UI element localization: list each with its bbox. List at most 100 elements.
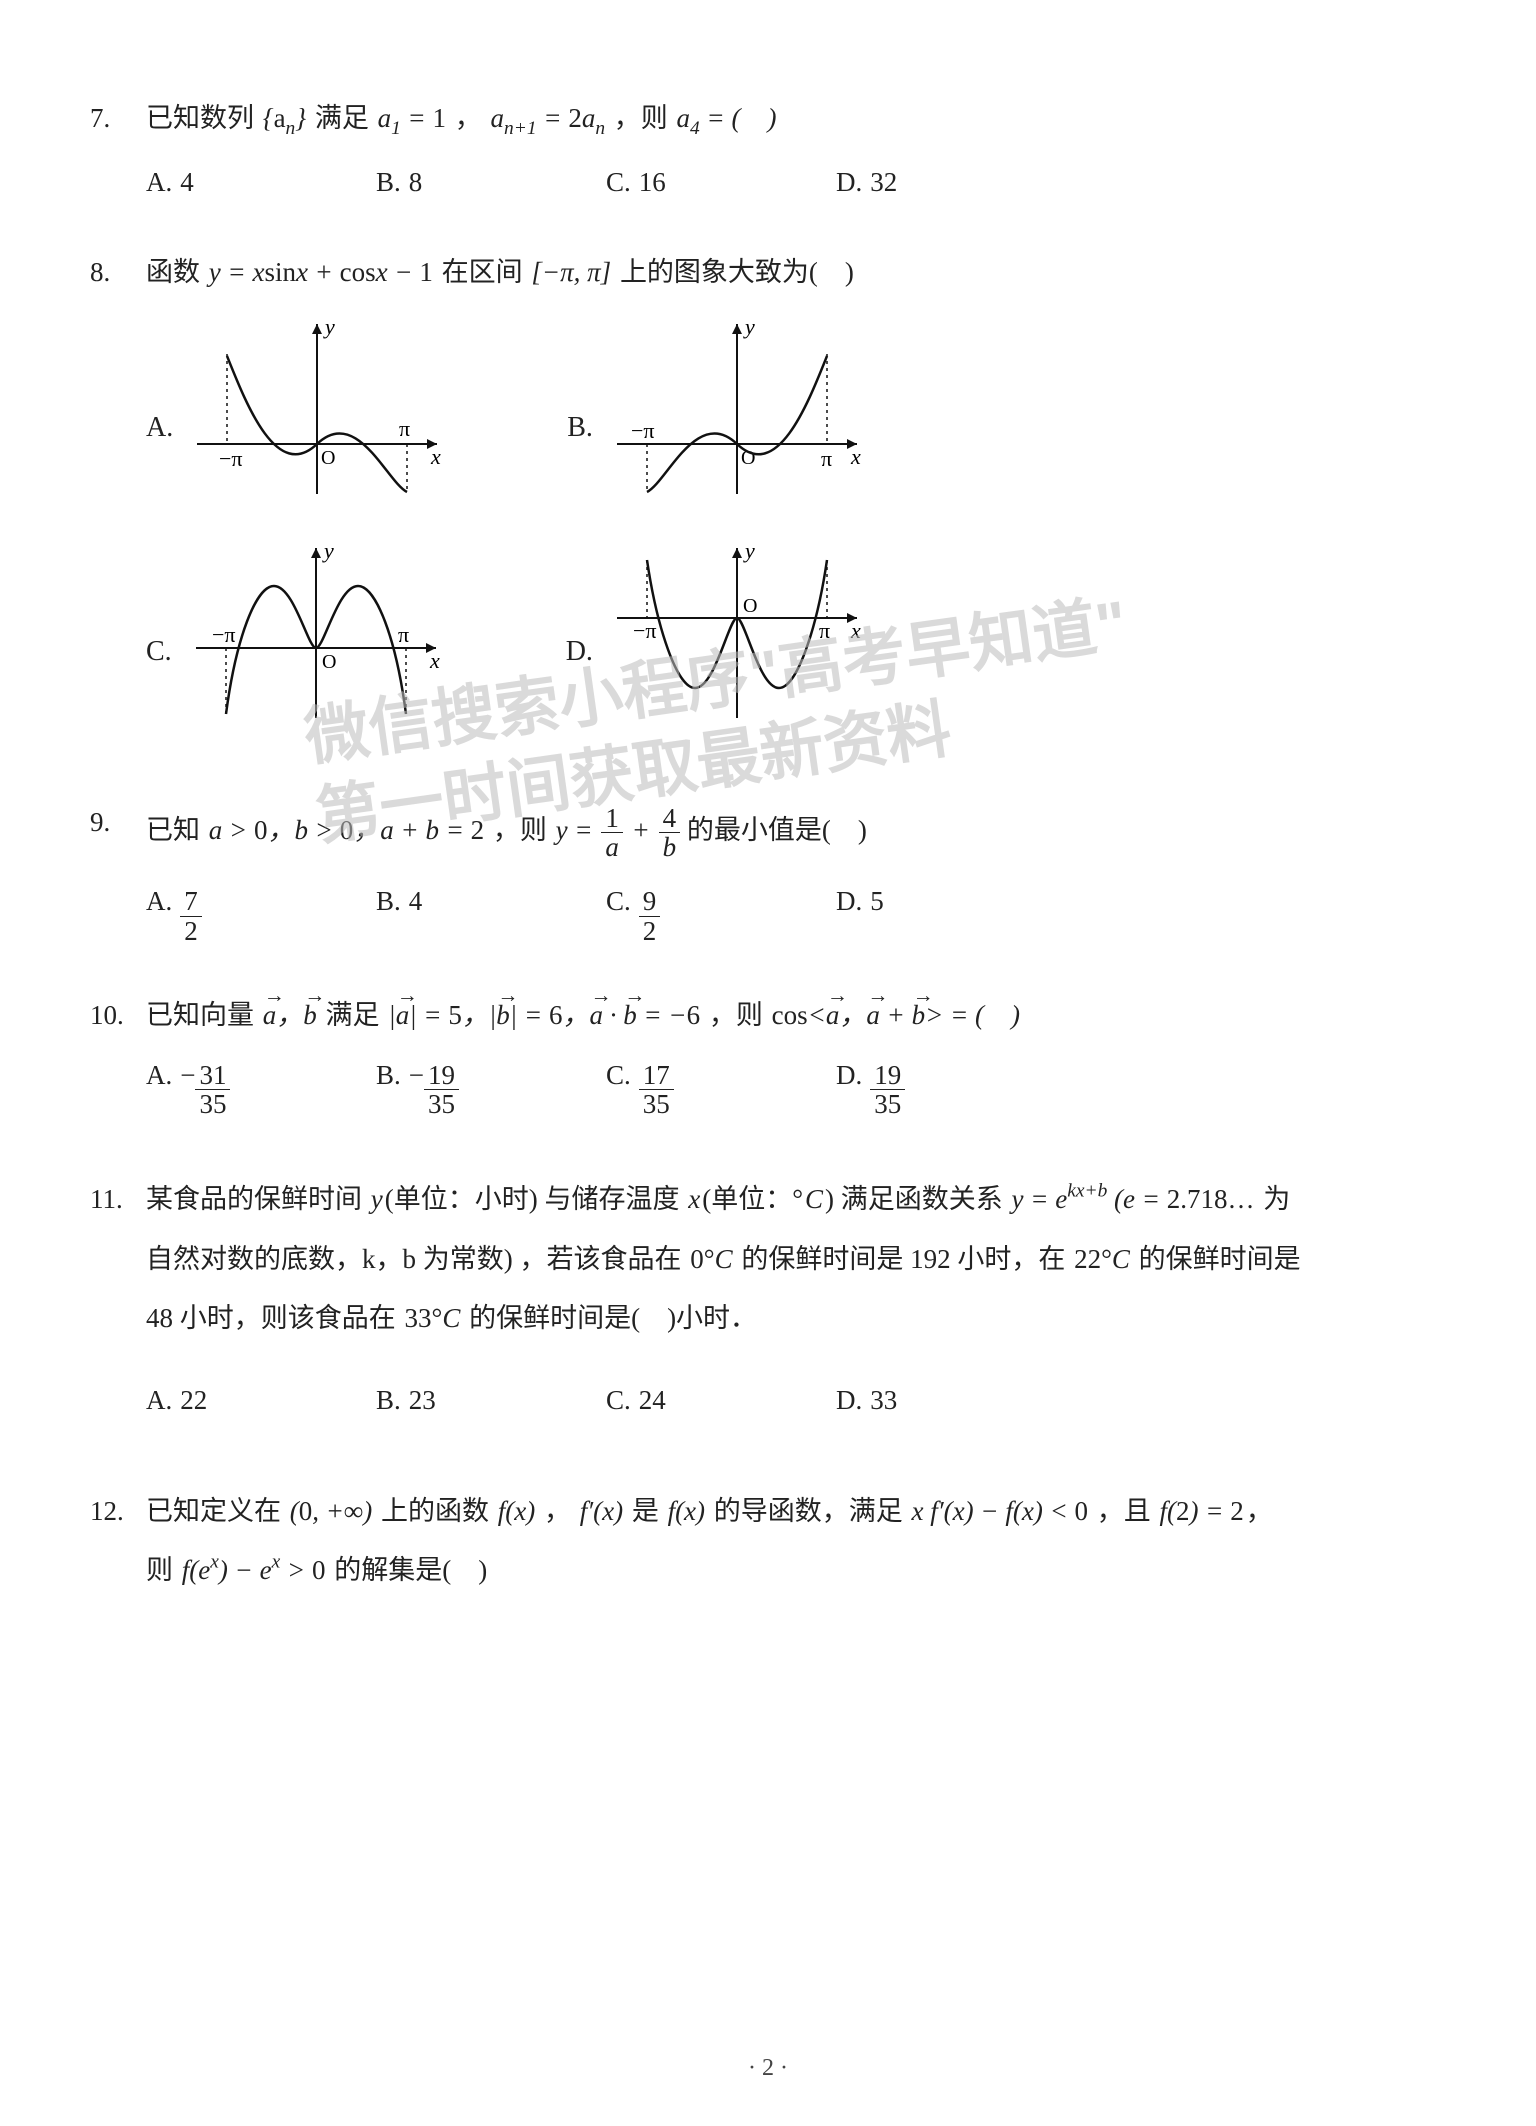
option-value: 4: [409, 883, 423, 921]
pi-label: π: [398, 622, 409, 647]
axis-y-label: y: [323, 314, 335, 339]
option-C: C. 1735: [606, 1057, 836, 1119]
curve-plot-A: y x O −π π: [187, 314, 447, 504]
axis-y-label: y: [743, 538, 755, 563]
text: 上的函数: [381, 1496, 489, 1526]
math: a4 = ( ): [675, 103, 779, 133]
axis-x-label: x: [850, 618, 861, 643]
option-value: 1935: [424, 1061, 459, 1119]
axis-y-label: y: [322, 538, 334, 563]
option-D: D.5: [836, 883, 1066, 945]
question-body: 某食品的保鲜时间 y(单位：小时) 与储存温度 x(单位：°C) 满足函数关系 …: [146, 1170, 1446, 1440]
neg-pi-label: −π: [633, 618, 657, 643]
text: ，则: [709, 1000, 763, 1030]
option-C-graph: C. y x O −π π: [146, 538, 446, 728]
neg-pi-label: −π: [212, 622, 236, 647]
question-number: 11.: [90, 1170, 146, 1440]
question-number: 10.: [90, 997, 146, 1128]
math: f(2) = 2: [1158, 1496, 1246, 1526]
option-A-graph: A. y x O −π π: [146, 314, 447, 504]
math: cos<a，a + b> = ( ): [770, 1000, 1022, 1030]
sign: −: [409, 1057, 424, 1095]
option-letter: D.: [836, 164, 862, 202]
question-number: 8.: [90, 254, 146, 762]
axis-y-label: y: [743, 314, 755, 339]
curve-plot-C: y x O −π π: [186, 538, 446, 728]
math: f(x): [496, 1496, 537, 1526]
question-stem: 某食品的保鲜时间 y(单位：小时) 与储存温度 x(单位：°C) 满足函数关系 …: [146, 1170, 1446, 1348]
question-10: 10. 已知向量 a，b 满足 |a| = 5，|b| = 6，a · b = …: [90, 997, 1446, 1128]
option-letter: C.: [146, 632, 172, 671]
question-number: 12.: [90, 1482, 146, 1623]
text: 已知数列: [146, 103, 254, 133]
math: +: [630, 815, 659, 845]
text: (单位：小时): [385, 1184, 538, 1214]
math: a1 = 1: [376, 103, 448, 133]
axis-x-label: x: [429, 648, 440, 673]
text: 满足函数关系: [841, 1184, 1003, 1214]
option-letter: A.: [146, 883, 172, 921]
option-letter: A.: [146, 164, 172, 202]
curve-plot-B: y x O −π π: [607, 314, 867, 504]
options-row: A. 72 B.4 C. 92 D.5: [146, 883, 1446, 955]
neg-pi-label: −π: [219, 446, 243, 471]
math: [−π, π]: [529, 257, 613, 287]
options-row: A.4 B.8 C.16 D.32: [146, 164, 1446, 212]
question-stem: 已知数列 {an} 满足 a1 = 1 ， an+1 = 2an ，则 a4 =…: [146, 100, 1446, 142]
option-A: A.4: [146, 164, 376, 202]
question-number: 7.: [90, 100, 146, 212]
math: an+1 = 2an: [489, 103, 608, 133]
option-value: 72: [180, 887, 202, 945]
math: f(ex) − ex > 0: [180, 1555, 328, 1585]
math: (0, +∞): [288, 1496, 374, 1526]
option-letter: A.: [146, 1057, 172, 1095]
option-value: 1735: [639, 1061, 674, 1119]
neg-pi-label: −π: [631, 418, 655, 443]
option-letter: D.: [836, 1371, 862, 1430]
option-letter: C.: [606, 164, 631, 202]
option-letter: A.: [146, 1371, 172, 1430]
option-letter: C.: [606, 883, 631, 921]
option-value: 23: [409, 1371, 436, 1430]
graph-row-1: A. y x O −π π: [146, 314, 1446, 504]
option-D: D.33: [836, 1371, 1066, 1430]
question-12: 12. 已知定义在 (0, +∞) 上的函数 f(x) ， f′(x) 是 f(…: [90, 1482, 1446, 1623]
math: |a| = 5，|b| = 6，a · b = −6: [386, 1000, 702, 1030]
text: ，: [544, 1496, 571, 1526]
math: a > 0，b > 0，a + b = 2: [207, 815, 486, 845]
option-value: 4: [180, 164, 194, 202]
text: 的最小值是( ): [687, 815, 867, 845]
math: f(x): [666, 1496, 707, 1526]
option-letter: D.: [836, 883, 862, 921]
text: ，则: [493, 815, 547, 845]
option-letter: B.: [376, 883, 401, 921]
option-B: B.8: [376, 164, 606, 202]
option-letter: C.: [606, 1371, 631, 1430]
question-stem: 已知 a > 0，b > 0，a + b = 2 ，则 y = 1a + 4b …: [146, 804, 1446, 862]
question-8: 8. 函数 y = xsinx + cosx − 1 在区间 [−π, π] 上…: [90, 254, 1446, 762]
math: 33°C: [403, 1303, 463, 1333]
fraction: 4b: [659, 804, 681, 862]
option-A: A. 72: [146, 883, 376, 945]
text: 满足: [315, 103, 369, 133]
origin-label: O: [322, 651, 336, 673]
origin-label: O: [743, 595, 757, 617]
text: 满足: [326, 1000, 380, 1030]
option-value: 1935: [870, 1061, 905, 1119]
question-body: 已知定义在 (0, +∞) 上的函数 f(x) ， f′(x) 是 f(x) 的…: [146, 1482, 1446, 1623]
option-B: B. − 1935: [376, 1057, 606, 1119]
option-B-graph: B. y x O −π π: [567, 314, 867, 504]
math: {an}: [261, 103, 308, 133]
axis-x-label: x: [850, 444, 861, 469]
option-letter: B.: [376, 1057, 401, 1095]
question-9: 9. 已知 a > 0，b > 0，a + b = 2 ，则 y = 1a + …: [90, 804, 1446, 955]
math: 0°C: [688, 1244, 734, 1274]
text: 的保鲜时间是 192 小时，在: [741, 1244, 1065, 1274]
option-letter: D.: [566, 632, 593, 671]
option-letter: A.: [146, 408, 173, 447]
pi-label: π: [819, 618, 830, 643]
question-stem: 已知向量 a，b 满足 |a| = 5，|b| = 6，a · b = −6 ，…: [146, 997, 1446, 1035]
text: 函数: [146, 257, 200, 287]
question-stem: 函数 y = xsinx + cosx − 1 在区间 [−π, π] 上的图象…: [146, 254, 1446, 292]
option-letter: B.: [376, 164, 401, 202]
